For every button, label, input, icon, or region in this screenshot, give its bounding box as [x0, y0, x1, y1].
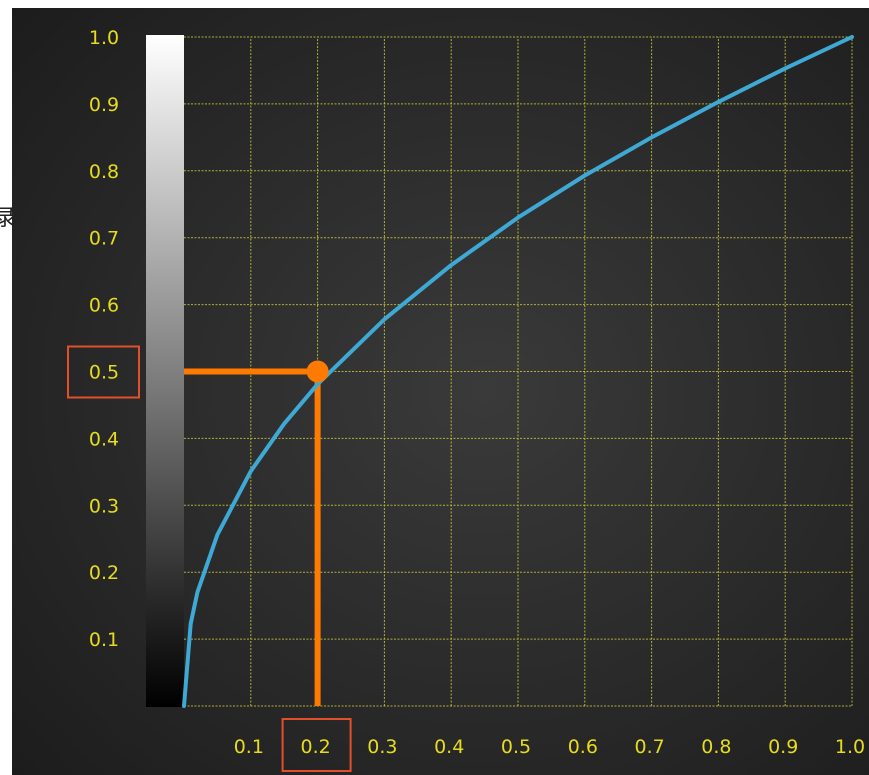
y-tick-label: 1.0 — [89, 27, 119, 49]
x-tick-label: 1.0 — [835, 736, 865, 758]
x-tick-label: 0.8 — [701, 736, 731, 758]
y-tick-label: 0.8 — [89, 161, 119, 183]
series-curve — [182, 35, 854, 708]
y-tick-label: 0.7 — [89, 228, 119, 250]
x-tick-label: 0.2 — [300, 736, 330, 758]
grayscale-gradient-bar — [146, 35, 184, 707]
y-tick-highlight-box — [67, 345, 140, 399]
y-tick-label: 0.6 — [89, 295, 119, 317]
y-tick-label: 0.1 — [89, 629, 119, 651]
x-tick-label: 0.5 — [501, 736, 531, 758]
highlight-point — [306, 360, 329, 383]
y-tick-label: 0.3 — [89, 495, 119, 517]
y-tick-label: 0.5 — [89, 362, 119, 384]
y-tick-label: 0.4 — [89, 428, 119, 450]
chart-background — [12, 8, 869, 775]
x-tick-label: 0.3 — [367, 736, 397, 758]
x-tick-label: 0.4 — [434, 736, 464, 758]
x-tick-label: 0.6 — [568, 736, 598, 758]
x-tick-label: 0.7 — [634, 736, 664, 758]
x-tick-highlight-box — [281, 718, 352, 772]
y-tick-label: 0.9 — [89, 94, 119, 116]
y-tick-label: 0.2 — [89, 562, 119, 584]
x-tick-label: 0.1 — [234, 736, 264, 758]
x-tick-label: 0.9 — [768, 736, 798, 758]
